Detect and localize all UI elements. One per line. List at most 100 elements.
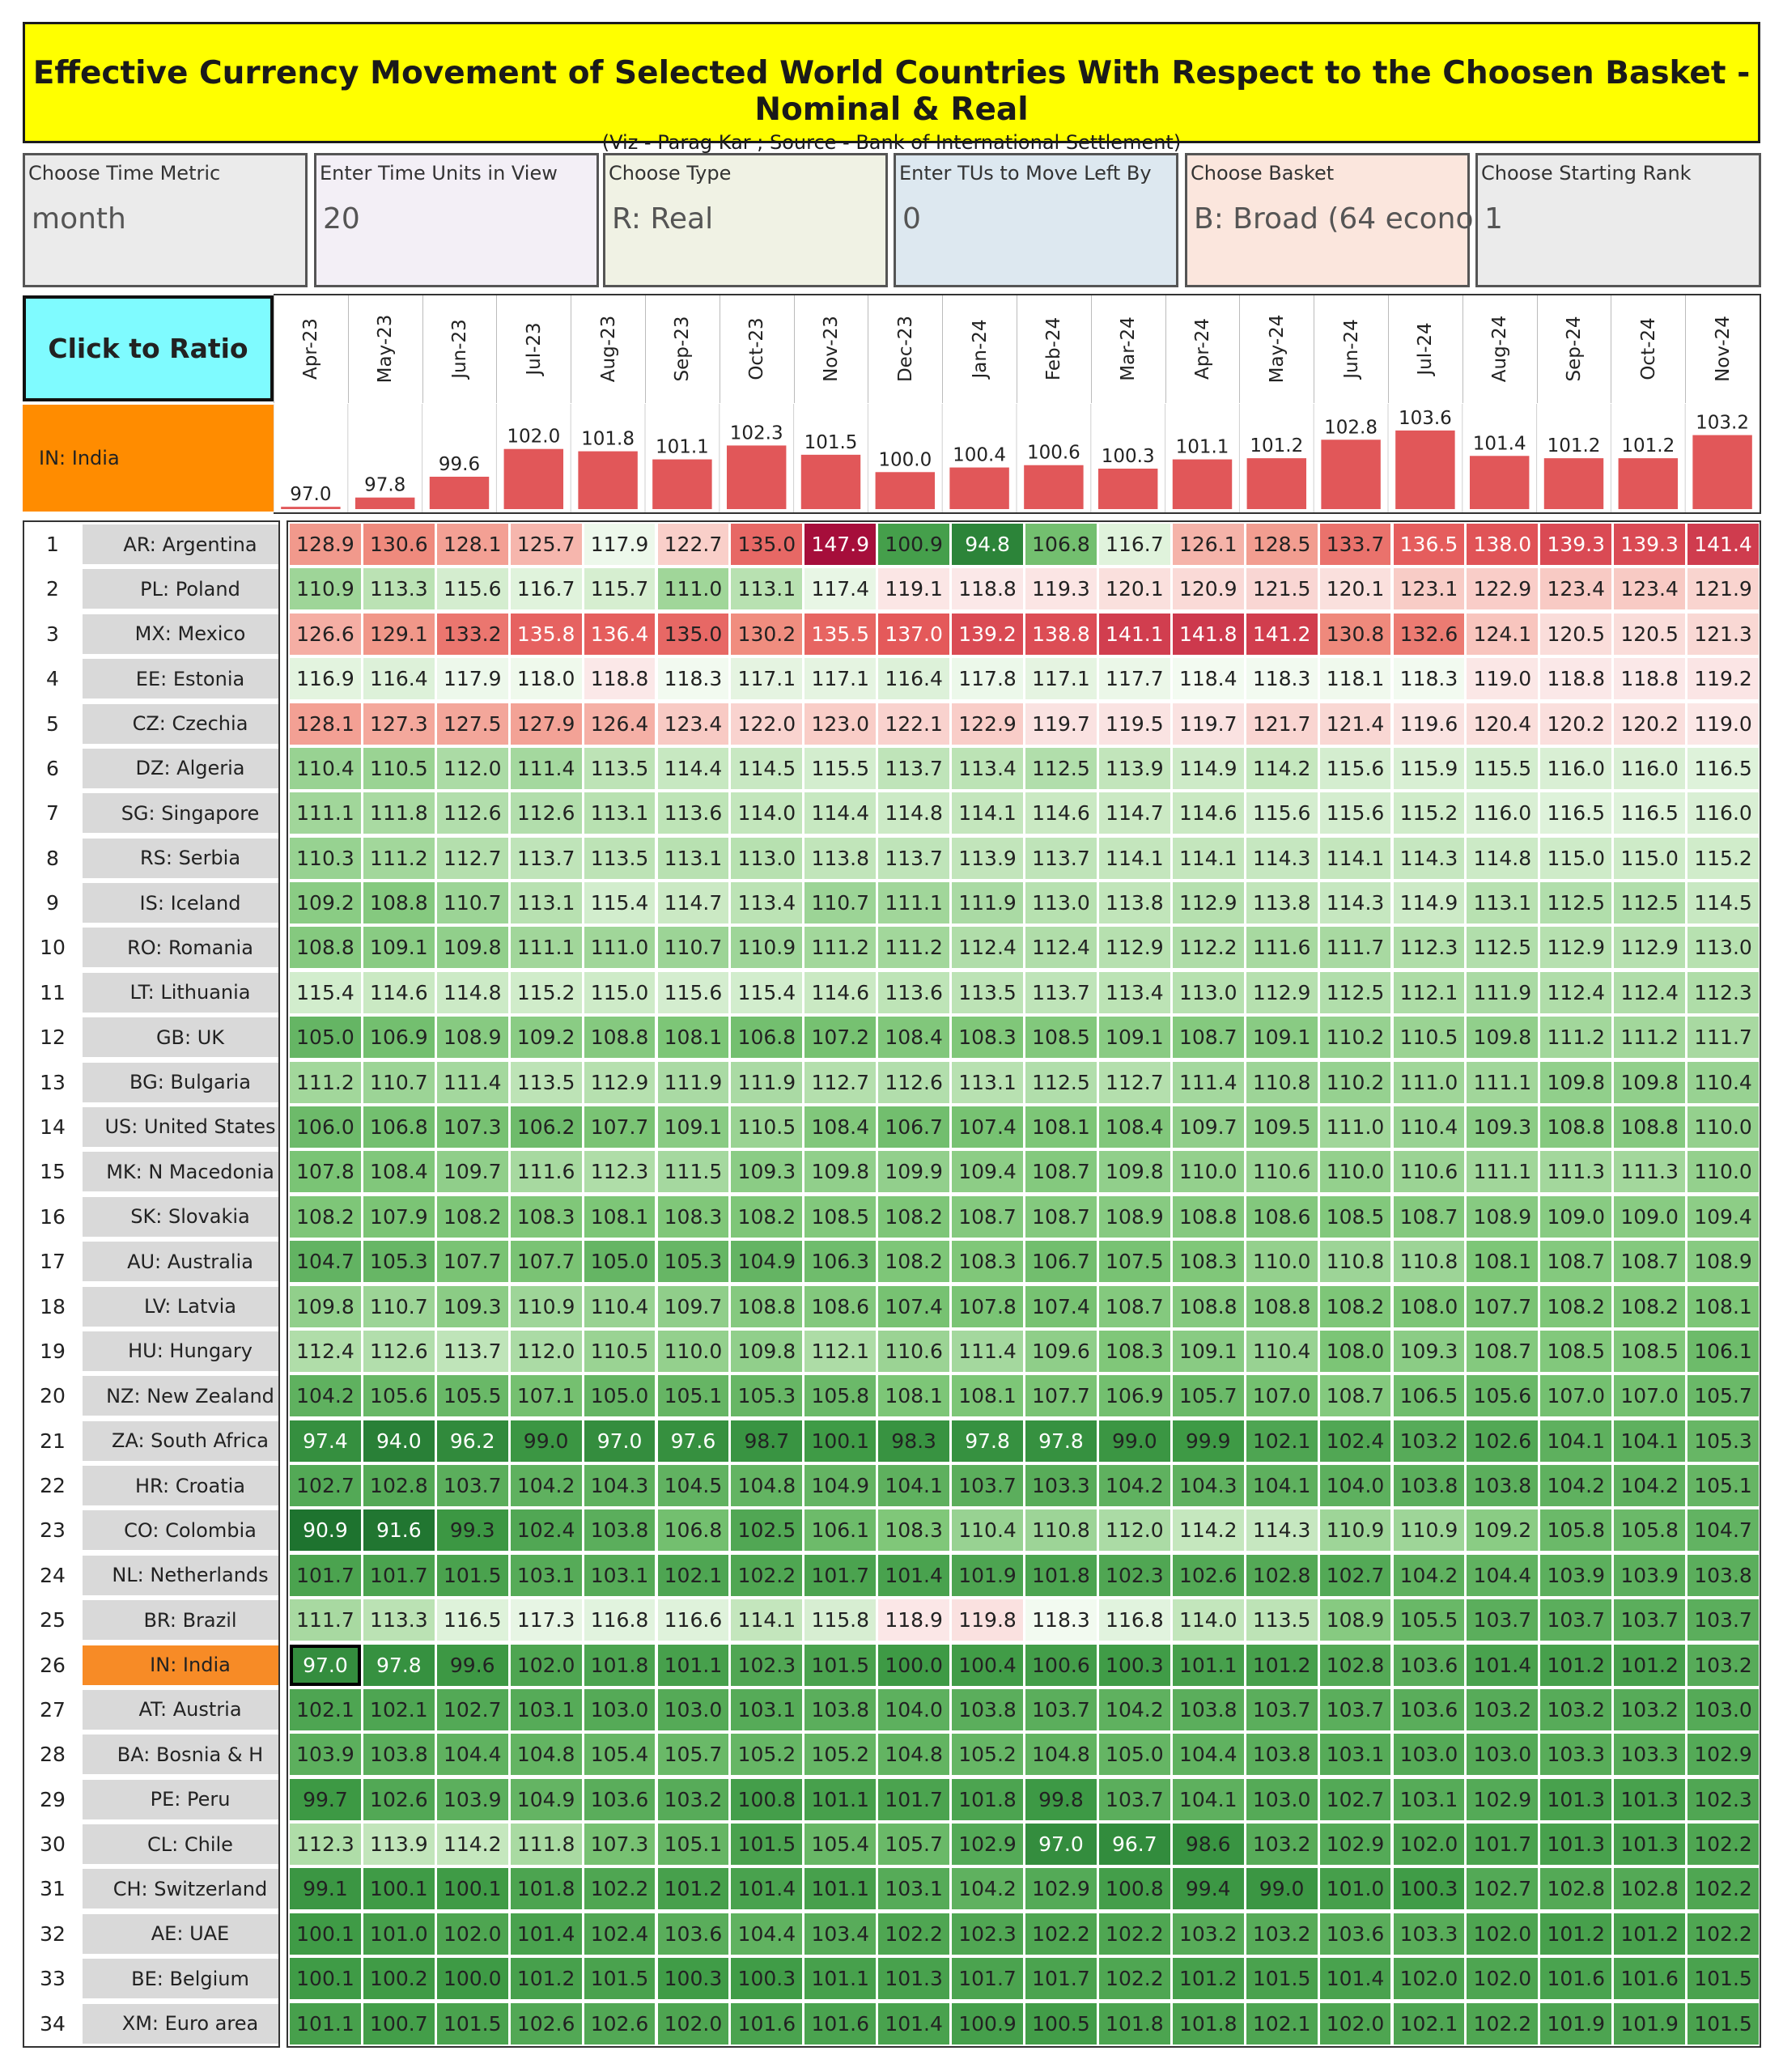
heatmap-cell[interactable]: 114.6 [1025,792,1097,834]
heatmap-cell[interactable]: 114.5 [1687,882,1759,924]
heatmap-cell[interactable]: 100.3 [731,1958,803,2000]
basket-value[interactable]: B: Broad (64 econo.. [1194,202,1492,236]
heatmap-cell[interactable]: 102.8 [1614,1868,1686,1910]
country-name[interactable]: LT: Lithuania [83,972,278,1013]
heatmap-cell[interactable]: 135.0 [657,613,729,655]
heatmap-cell[interactable]: 108.5 [1319,1195,1391,1238]
country-row[interactable]: 16 SK: Slovakia [24,1195,278,1239]
heatmap-cell[interactable]: 106.8 [1025,524,1097,565]
heatmap-cell[interactable]: 99.8 [1025,1778,1097,1820]
heatmap-cell[interactable]: 103.8 [1467,1465,1539,1507]
country-row[interactable]: 4 EE: Estonia [24,656,278,701]
heatmap-cell[interactable]: 124.1 [1467,613,1539,655]
heatmap-cell[interactable]: 102.3 [1687,1778,1759,1820]
country-name[interactable]: ZA: South Africa [83,1420,278,1461]
heatmap-cell[interactable]: 123.4 [1614,568,1686,610]
heatmap-cell[interactable]: 108.2 [731,1195,803,1238]
heatmap-cell[interactable]: 141.1 [1098,613,1170,655]
heatmap-cell[interactable]: 102.6 [584,2002,656,2044]
country-name[interactable]: BA: Bosnia & H [83,1734,278,1775]
heatmap-cell[interactable]: 98.7 [731,1420,803,1462]
heatmap-cell[interactable]: 104.1 [1614,1420,1686,1462]
heatmap-cell[interactable]: 101.0 [1319,1868,1391,1910]
heatmap-cell[interactable]: 106.5 [1393,1375,1465,1417]
heatmap-cell[interactable]: 118.0 [510,658,582,700]
heatmap-cell[interactable]: 103.3 [1540,1734,1612,1776]
country-name[interactable]: EE: Estonia [83,659,278,699]
heatmap-cell[interactable]: 103.4 [804,1913,877,1955]
heatmap-cell[interactable]: 117.9 [436,658,508,700]
heatmap-cell[interactable]: 105.7 [657,1734,729,1776]
heatmap-cell[interactable]: 102.1 [1246,2002,1318,2044]
heatmap-cell[interactable]: 110.0 [1319,1151,1391,1193]
heatmap-cell[interactable]: 113.9 [952,837,1023,879]
heatmap-cell[interactable]: 97.8 [1025,1420,1097,1462]
heatmap-cell[interactable]: 111.5 [657,1151,729,1193]
heatmap-cell[interactable]: 105.8 [1540,1509,1612,1552]
heatmap-cell[interactable]: 102.6 [363,1778,435,1820]
heatmap-cell[interactable]: 103.6 [657,1913,729,1955]
heatmap-cell[interactable]: 105.6 [1467,1375,1539,1417]
heatmap-cell[interactable]: 114.1 [1098,837,1170,879]
heatmap-cell[interactable]: 107.7 [510,1241,582,1283]
heatmap-cell[interactable]: 110.5 [584,1330,656,1372]
heatmap-cell[interactable]: 114.0 [1172,1599,1244,1641]
heatmap-cell[interactable]: 114.8 [1467,837,1539,879]
heatmap-cell[interactable]: 103.9 [1540,1554,1612,1596]
heatmap-cell[interactable]: 128.5 [1246,524,1318,565]
heatmap-cell[interactable]: 115.4 [731,971,803,1013]
time-metric-value[interactable]: month [32,202,126,236]
heatmap-cell[interactable]: 102.8 [1319,1644,1391,1686]
heatmap-cell[interactable]: 122.1 [878,703,950,745]
heatmap-cell[interactable]: 110.5 [1393,1017,1465,1059]
heatmap-cell[interactable]: 116.8 [1098,1599,1170,1641]
heatmap-cell[interactable]: 109.2 [510,1017,582,1059]
heatmap-cell[interactable]: 113.7 [878,837,950,879]
heatmap-cell[interactable]: 104.8 [731,1465,803,1507]
heatmap-cell[interactable]: 100.2 [363,1958,435,2000]
heatmap-cell[interactable]: 111.1 [510,927,582,969]
heatmap-cell[interactable]: 114.1 [1319,837,1391,879]
heatmap-cell[interactable]: 108.6 [1246,1195,1318,1238]
heatmap-cell[interactable]: 112.4 [1614,971,1686,1013]
heatmap-cell[interactable]: 108.8 [731,1285,803,1327]
heatmap-cell[interactable]: 112.4 [952,927,1023,969]
heatmap-cell[interactable]: 103.8 [1246,1734,1318,1776]
heatmap-cell[interactable]: 114.2 [1172,1509,1244,1552]
heatmap-cell[interactable]: 101.2 [1172,1958,1244,2000]
heatmap-cell[interactable]: 109.7 [1172,1106,1244,1148]
heatmap-cell[interactable]: 102.9 [1025,1868,1097,1910]
heatmap-cell[interactable]: 101.7 [290,1554,361,1596]
heatmap-cell[interactable]: 108.3 [878,1509,950,1552]
heatmap-cell[interactable]: 110.9 [290,568,361,610]
heatmap-cell[interactable]: 99.7 [290,1778,361,1820]
heatmap-cell[interactable]: 102.3 [952,1913,1023,1955]
heatmap-cell[interactable]: 135.0 [731,524,803,565]
country-row[interactable]: 7 SG: Singapore [24,791,278,835]
heatmap-cell[interactable]: 102.4 [584,1913,656,1955]
heatmap-cell[interactable]: 114.2 [436,1824,508,1866]
heatmap-cell[interactable]: 111.1 [878,882,950,924]
heatmap-cell[interactable]: 100.4 [952,1644,1023,1686]
heatmap-cell[interactable]: 138.8 [1025,613,1097,655]
country-name[interactable]: CH: Switzerland [83,1869,278,1909]
heatmap-cell[interactable]: 114.3 [1319,882,1391,924]
heatmap-cell[interactable]: 106.1 [804,1509,877,1552]
heatmap-cell[interactable]: 106.3 [804,1241,877,1283]
heatmap-cell[interactable]: 107.4 [1025,1285,1097,1327]
heatmap-cell[interactable]: 110.4 [584,1285,656,1327]
heatmap-cell[interactable]: 108.1 [878,1375,950,1417]
heatmap-cell[interactable]: 112.2 [1172,927,1244,969]
heatmap-cell[interactable]: 112.6 [436,792,508,834]
heatmap-cell[interactable]: 103.2 [1246,1824,1318,1866]
heatmap-cell[interactable]: 102.0 [1467,1958,1539,2000]
heatmap-cell[interactable]: 105.3 [1687,1420,1759,1462]
heatmap-cell[interactable]: 108.1 [1025,1106,1097,1148]
heatmap-cell[interactable]: 118.1 [1319,658,1391,700]
heatmap-cell[interactable]: 108.9 [1319,1599,1391,1641]
heatmap-cell[interactable]: 101.3 [1540,1778,1612,1820]
heatmap-cell[interactable]: 104.0 [878,1688,950,1730]
heatmap-cell[interactable]: 107.3 [584,1824,656,1866]
heatmap-cell[interactable]: 112.5 [1614,882,1686,924]
heatmap-cell[interactable]: 101.6 [1540,1958,1612,2000]
